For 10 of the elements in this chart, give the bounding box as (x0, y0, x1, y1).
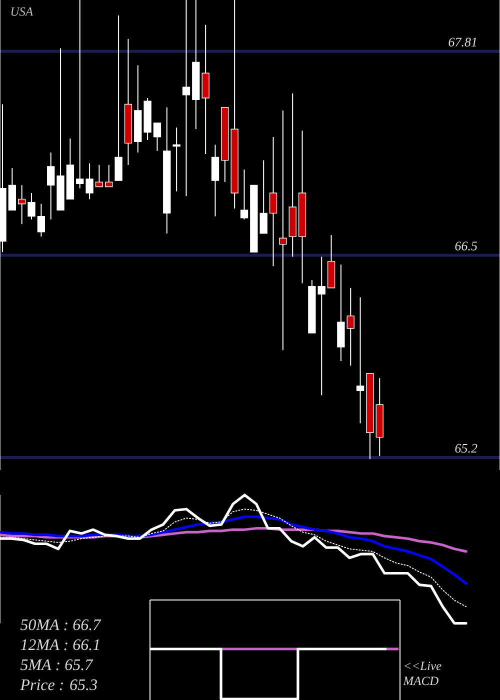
chart-title: USA (11, 7, 34, 16)
annotation: 50MA : 66.7 (20, 619, 102, 630)
text: 5MA : 65.7 (20, 659, 94, 670)
text: MACD (403, 676, 438, 686)
y-tick-label: 67.81 (448, 38, 476, 47)
text: Price : 65.3 (20, 679, 97, 690)
text: 12MA : 66.1 (20, 639, 99, 650)
y-tick-label: 66.5 (455, 242, 478, 250)
y-tick-label: 65.2 (455, 444, 478, 453)
text: <<Live (404, 662, 442, 670)
